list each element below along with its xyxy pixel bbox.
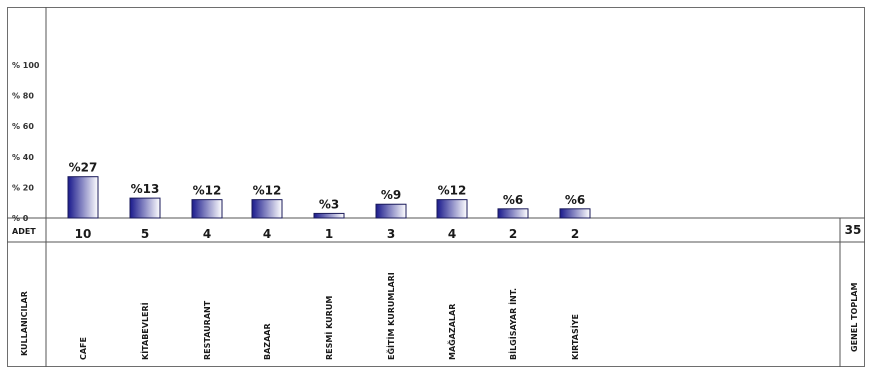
bar xyxy=(375,203,407,219)
category-label: KIRTASİYE xyxy=(570,314,580,360)
data-label: %9 xyxy=(381,188,401,202)
category-label: BİLGİSAYAR İNT. xyxy=(508,288,518,360)
category-label: BAZAAR xyxy=(263,323,272,360)
bar xyxy=(559,208,591,219)
category-row-label: KULLANICILAR xyxy=(20,291,29,356)
data-label: %6 xyxy=(565,193,585,207)
category-label: KİTABEVLERİ xyxy=(140,302,150,360)
count-cell: 10 xyxy=(75,227,92,241)
total-value: 35 xyxy=(845,223,862,237)
count-cell: 1 xyxy=(325,227,333,241)
data-label: %27 xyxy=(69,161,98,175)
count-cell: 2 xyxy=(571,227,579,241)
bar xyxy=(129,197,161,219)
category-label: MAĞAZALAR xyxy=(446,304,457,360)
y-tick-label: % 40 xyxy=(12,153,34,162)
bar xyxy=(67,176,99,219)
count-cell: 4 xyxy=(203,227,211,241)
category-label: RESMİ KURUM xyxy=(324,296,334,360)
y-tick-label: % 100 xyxy=(12,61,40,70)
bar xyxy=(191,199,223,219)
count-cell: 3 xyxy=(387,227,395,241)
chart-frame xyxy=(7,7,865,367)
bar xyxy=(313,212,345,219)
category-label: RESTAURANT xyxy=(203,300,212,360)
data-label: %3 xyxy=(319,197,339,211)
count-row-label: ADET xyxy=(12,227,36,236)
bar xyxy=(436,199,468,219)
data-label: %12 xyxy=(253,184,282,198)
category-label: CAFE xyxy=(79,337,88,360)
count-cell: 5 xyxy=(141,227,149,241)
y-tick-label: % 0 xyxy=(12,214,29,223)
data-label: %12 xyxy=(193,184,222,198)
y-tick-label: % 20 xyxy=(12,183,34,192)
data-label: %13 xyxy=(131,182,160,196)
count-cell: 2 xyxy=(509,227,517,241)
category-label: EĞİTİM KURUMLARI xyxy=(385,272,396,360)
bar xyxy=(497,208,529,219)
y-tick-label: % 60 xyxy=(12,122,34,131)
count-cell: 4 xyxy=(448,227,456,241)
data-label: %12 xyxy=(438,184,467,198)
y-tick-label: % 80 xyxy=(12,92,34,101)
count-cell: 4 xyxy=(263,227,271,241)
bar xyxy=(251,199,283,219)
total-label: GENEL TOPLAM xyxy=(850,283,859,352)
data-label: %6 xyxy=(503,193,523,207)
